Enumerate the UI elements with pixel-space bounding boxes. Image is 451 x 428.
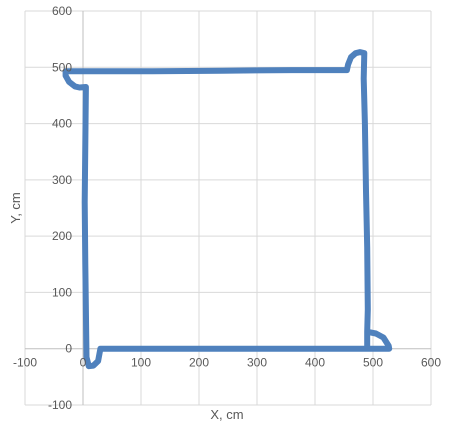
y-tick-label: -100	[48, 398, 72, 412]
series-layer	[62, 49, 393, 370]
x-axis-title: X, cm	[210, 407, 243, 422]
x-tick-label: 500	[363, 356, 383, 370]
x-tick-label: -100	[13, 356, 37, 370]
y-tick-label: 600	[52, 4, 72, 18]
y-tick-label: 0	[65, 342, 72, 356]
y-tick-label: 300	[52, 173, 72, 187]
x-tick-label: 200	[189, 356, 209, 370]
tick-labels: -100 0 100 200 300 400 500 600 -100 0 100 200 300 400…	[13, 4, 441, 412]
x-tick-label: 600	[421, 356, 441, 370]
x-tick-label: 400	[305, 356, 325, 370]
y-tick-label: 100	[52, 285, 72, 299]
y-tick-label: 400	[52, 117, 72, 131]
y-tick-label: 500	[52, 60, 72, 74]
y-axis-title: Y, cm	[8, 192, 23, 224]
y-tick-label: 200	[52, 229, 72, 243]
x-tick-label: 0	[80, 356, 87, 370]
series-line	[62, 49, 393, 370]
x-tick-label: 300	[247, 356, 267, 370]
x-tick-label: 100	[131, 356, 151, 370]
